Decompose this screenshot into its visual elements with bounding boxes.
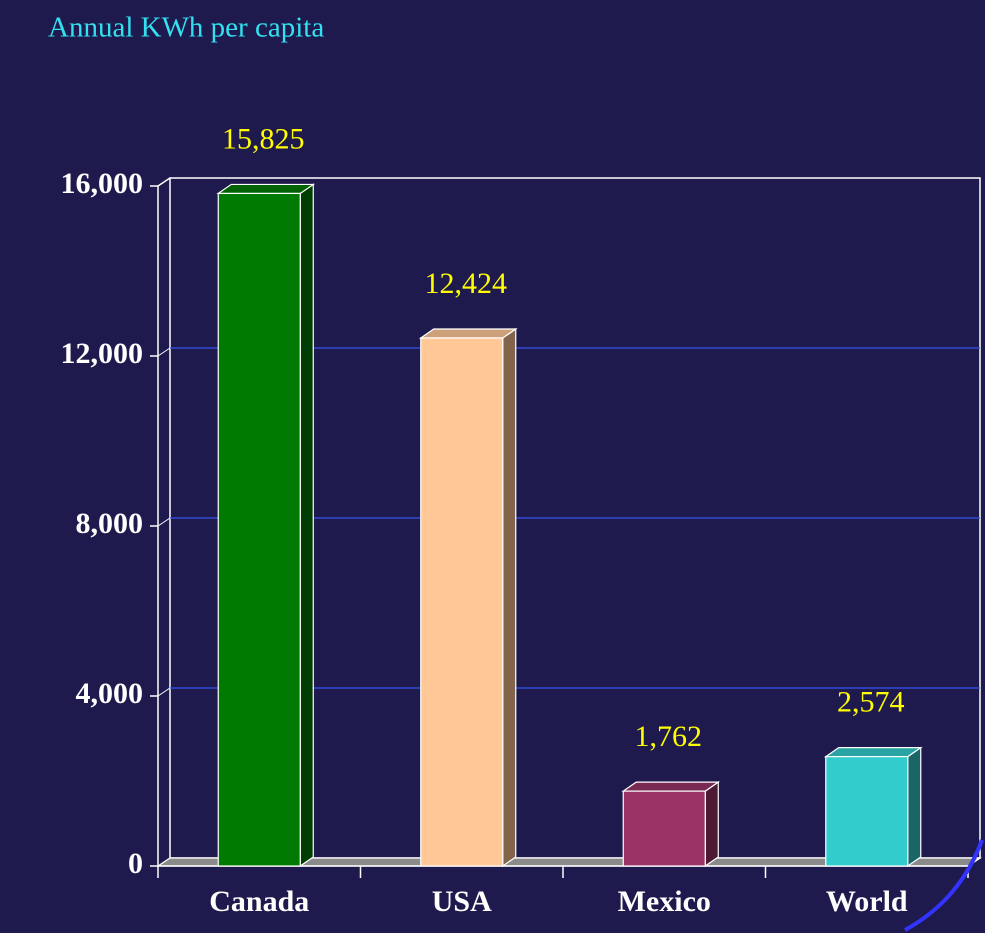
decoration-curve [904,839,984,932]
grid-line-side [157,347,171,357]
x-tick-label: Canada [209,885,309,918]
bar-top [823,747,923,758]
x-tick-label: USA [432,885,492,918]
grid-line-side [157,687,171,697]
bar-top [621,781,721,792]
bar [622,790,706,867]
y-tick-label: 4,000 [76,677,144,710]
value-label: 1,762 [635,720,703,753]
bar-side [502,327,517,868]
bar-side [907,746,922,868]
bar [217,192,301,867]
y-tick-label: 16,000 [61,167,144,200]
value-label: 12,424 [425,267,508,300]
bar [420,337,504,867]
y-tick-label: 0 [128,847,143,880]
bar-top [216,183,316,195]
x-tick-label: Mexico [618,885,711,918]
bar-side [299,183,314,868]
x-tick-label: World [826,885,908,918]
chart-title: Annual KWh per capita [48,12,324,44]
value-label: 2,574 [837,685,905,718]
bar-top [418,328,518,339]
value-label: 15,825 [222,122,305,155]
bar-side [704,780,719,868]
grid-line-side [157,517,171,527]
bar [825,756,909,867]
y-tick-label: 8,000 [76,507,144,540]
plot: 0 4,000 8,000 12,000 16,000 Canada 15,825 USA 12… [61,122,982,918]
grid-line-side [157,177,171,187]
y-tick-label: 12,000 [61,337,144,370]
